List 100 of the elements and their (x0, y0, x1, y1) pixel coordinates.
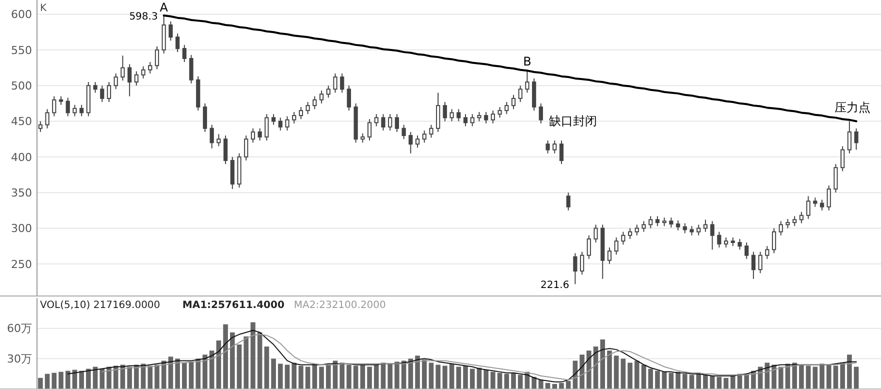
candlestick (80, 104, 84, 117)
y-tick-label: 600 (11, 8, 32, 22)
candlestick (834, 164, 838, 194)
candlestick (594, 224, 598, 244)
candlestick (703, 219, 708, 232)
y-tick-label: 300 (11, 222, 32, 236)
candlestick (388, 114, 392, 132)
bar (38, 378, 43, 389)
bar (428, 362, 434, 389)
candlestick (148, 62, 152, 74)
candlestick (374, 114, 378, 127)
bar (175, 358, 180, 389)
candlestick (340, 72, 344, 94)
bar (854, 366, 859, 389)
candlestick (429, 124, 434, 138)
candlestick (614, 237, 618, 256)
bar (511, 372, 516, 389)
candlestick (813, 197, 818, 208)
candlestick (216, 134, 221, 147)
candlestick (134, 70, 138, 86)
y-tick-label: 250 (11, 258, 32, 271)
bar (319, 366, 324, 389)
candlestick (518, 85, 522, 102)
bar (353, 366, 358, 389)
y-tick-label: 350 (11, 186, 32, 200)
bar (648, 368, 654, 389)
candlestick (442, 101, 447, 122)
bar (456, 366, 462, 389)
bar (367, 366, 372, 389)
y-tick-label: 400 (11, 150, 32, 164)
candlestick (628, 228, 632, 240)
bar (463, 366, 468, 389)
bar (772, 364, 776, 389)
candlestick (456, 108, 461, 122)
candlestick (408, 131, 413, 154)
bar (778, 366, 784, 389)
bar (470, 368, 475, 389)
bar (580, 354, 584, 389)
y-tick-label: 30万 (7, 352, 32, 366)
candlestick (642, 220, 646, 232)
y-tick-label: 500 (11, 79, 32, 92)
bar (847, 354, 852, 389)
candlestick (312, 96, 317, 110)
candlestick (66, 97, 70, 117)
candlestick (114, 72, 118, 90)
annotation: MA1:257611.4000 (182, 300, 284, 311)
candlestick (120, 55, 125, 82)
candlestick (436, 92, 440, 132)
candlestick (264, 114, 269, 142)
candlestick (799, 211, 804, 224)
candlestick (189, 54, 194, 84)
candlestick (580, 251, 584, 276)
line-series (67, 330, 857, 382)
candlestick (182, 44, 186, 63)
candlestick (381, 114, 386, 132)
bar (504, 374, 510, 389)
bar (607, 350, 612, 389)
bar (134, 364, 139, 389)
bar (840, 362, 845, 389)
bar (833, 366, 838, 389)
candlestick (717, 231, 722, 248)
annotation: 压力点 (834, 100, 870, 114)
bar (305, 366, 310, 389)
bar (696, 372, 701, 389)
bar (806, 366, 811, 389)
candlestick (45, 108, 50, 129)
candlestick (690, 226, 694, 236)
bar (641, 364, 646, 389)
bar (490, 372, 496, 389)
candlestick (559, 140, 564, 165)
candlestick (360, 132, 365, 144)
candlestick (333, 72, 338, 94)
bar (326, 364, 331, 389)
candlestick (724, 237, 728, 248)
candlestick (573, 252, 578, 285)
candlestick (319, 90, 324, 104)
bar (532, 376, 536, 389)
bar (586, 350, 592, 389)
bar (127, 366, 132, 389)
candlestick (607, 247, 612, 264)
bar (196, 358, 201, 389)
bar (799, 364, 804, 389)
bar (52, 372, 57, 389)
bar (449, 364, 454, 389)
candlestick (538, 102, 543, 124)
candlestick (498, 106, 502, 118)
bar (58, 372, 64, 389)
candlestick (634, 224, 639, 236)
candlestick (546, 140, 550, 154)
bar (600, 339, 606, 389)
bar (422, 360, 427, 389)
candlestick (669, 217, 674, 228)
candlestick (367, 118, 372, 142)
candlestick (751, 251, 756, 280)
candlestick (154, 46, 160, 70)
candlestick (306, 101, 310, 115)
bar (86, 368, 91, 389)
candlestick (655, 216, 660, 227)
candlestick (566, 192, 570, 211)
candlestick (394, 114, 399, 132)
